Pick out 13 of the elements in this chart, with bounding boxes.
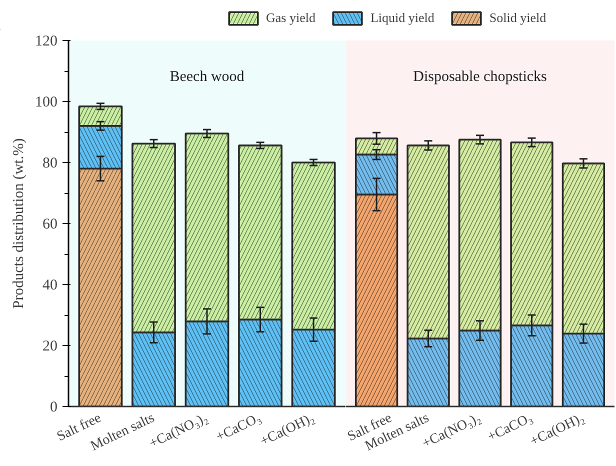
legend-label: Solid yield <box>489 10 546 26</box>
y-tick-label: 80 <box>42 156 58 172</box>
y-tick-label: 20 <box>42 338 58 354</box>
y-tick-label: 40 <box>42 278 58 294</box>
band-label: Disposable chopsticks <box>413 69 548 86</box>
y-tick-label: 100 <box>35 94 58 110</box>
legend-label: Gas yield <box>266 10 316 26</box>
y-tick-label: 0 <box>50 400 58 416</box>
y-tick-label: 120 <box>35 34 58 50</box>
band-label: Beech wood <box>170 69 245 86</box>
legend-label: Liquid yield <box>370 10 434 26</box>
y-tick-label: 60 <box>42 216 58 232</box>
y-axis-title: Products distribution (wt.%) <box>11 138 27 309</box>
